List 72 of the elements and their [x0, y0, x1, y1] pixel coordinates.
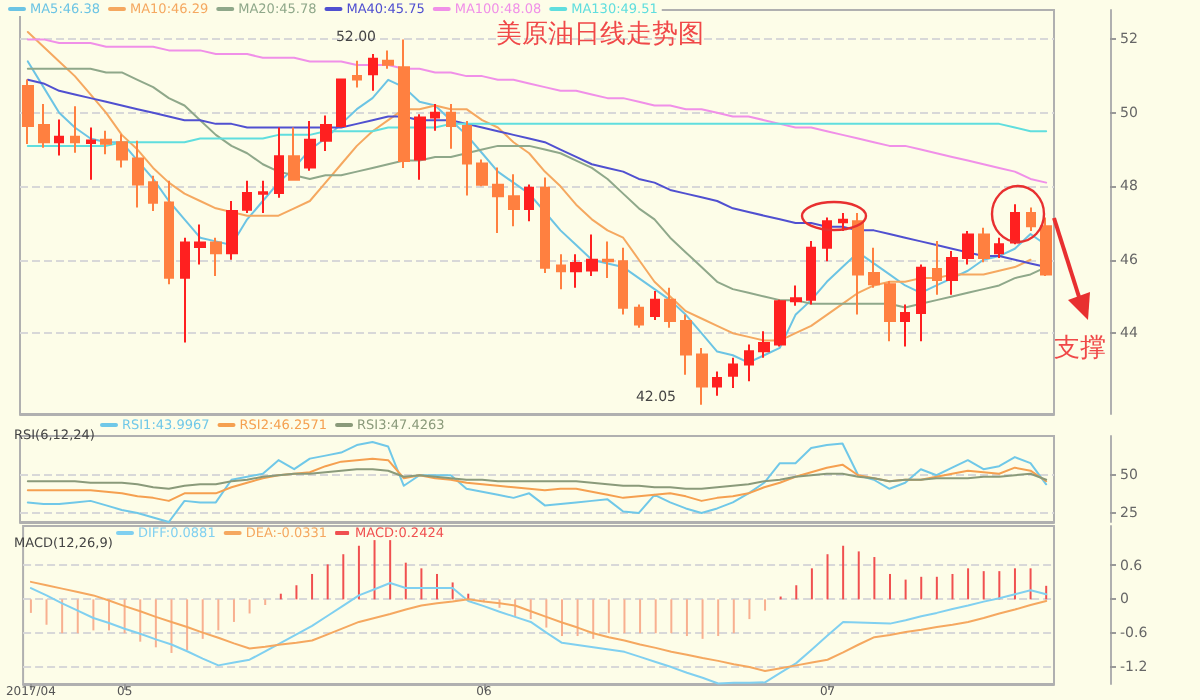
line-series — [26, 441, 1048, 523]
candlestick — [70, 105, 80, 154]
candlestick — [946, 249, 958, 296]
candlestick — [320, 114, 332, 153]
candlestick — [398, 38, 410, 169]
candlestick — [868, 246, 880, 289]
candlestick — [194, 223, 206, 266]
candlestick — [744, 343, 754, 383]
candlestick — [664, 286, 676, 329]
annotation: 支撑 — [1054, 334, 1106, 364]
chart-title: 美原油日线走势图 — [496, 18, 704, 50]
candlestick — [1010, 203, 1020, 246]
candlestick — [304, 119, 316, 172]
candlestick — [806, 240, 816, 306]
candlestick — [446, 103, 456, 150]
candlestick — [164, 179, 174, 286]
candlestick — [962, 230, 974, 266]
candlestick — [618, 246, 628, 316]
candlestick — [242, 179, 252, 215]
candlestick — [368, 53, 378, 92]
candlestick — [352, 59, 362, 89]
candlestick — [462, 119, 472, 197]
candlestick — [634, 303, 644, 329]
candlestick — [758, 330, 770, 359]
candlestick — [226, 199, 238, 261]
candlestick — [994, 236, 1004, 259]
candlestick — [524, 183, 534, 223]
candlestick — [978, 226, 990, 264]
candlestick — [180, 236, 190, 344]
candlestick — [822, 216, 832, 263]
candlestick — [492, 166, 504, 234]
candlestick — [650, 289, 660, 321]
line-series — [26, 122, 1048, 147]
candlestick — [790, 284, 802, 307]
candlestick — [22, 78, 34, 146]
candlestick — [476, 158, 488, 188]
candlestick — [336, 78, 346, 129]
candlestick — [696, 346, 708, 406]
candlestick — [274, 126, 284, 199]
candlestick — [1026, 206, 1036, 233]
candlestick — [288, 126, 300, 182]
candlestick — [884, 280, 896, 343]
candlestick — [570, 253, 582, 289]
candlestick — [414, 113, 426, 181]
candlestick — [916, 263, 926, 343]
candlestick — [148, 174, 158, 212]
candlestick — [540, 176, 550, 274]
candlestick — [1040, 216, 1052, 277]
candlestick — [774, 298, 786, 348]
candlestick — [86, 126, 96, 181]
candlestick — [508, 173, 520, 228]
candlestick — [680, 313, 692, 376]
candlestick — [586, 233, 598, 277]
candlestick — [838, 212, 848, 233]
candlestick — [430, 103, 440, 132]
candlestick — [210, 236, 222, 277]
candlestick — [556, 253, 566, 291]
candlestick — [852, 212, 864, 316]
candlestick — [258, 179, 268, 215]
candlestick — [382, 49, 394, 70]
candlestick — [100, 129, 112, 156]
candlestick — [38, 103, 50, 149]
candlestick — [932, 240, 942, 296]
candlestick — [602, 240, 614, 280]
line-series — [26, 468, 1048, 490]
candlestick — [54, 118, 64, 157]
candlestick — [900, 303, 910, 348]
candlestick — [132, 139, 144, 209]
candlestick — [728, 356, 738, 389]
candlestick — [116, 133, 128, 169]
candlestick — [712, 370, 722, 397]
line-series — [26, 457, 1048, 502]
